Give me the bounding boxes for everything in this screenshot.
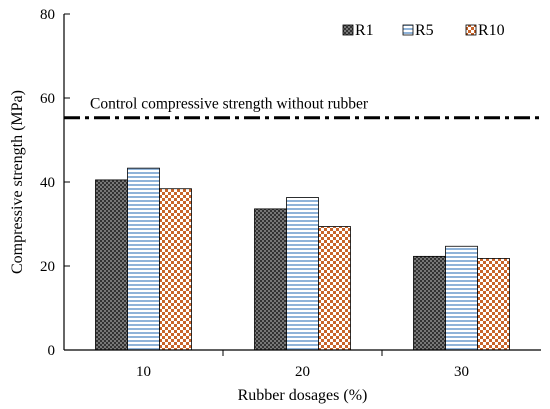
legend-swatch-r1 [342,24,354,36]
x-tick-label: 30 [454,364,469,380]
y-tick-label: 0 [48,343,56,359]
legend-label-r5: R5 [415,22,434,39]
x-ticks: 10 20 30 [136,350,469,380]
y-axis-title: Compressive strength (MPa) [9,90,26,274]
bar-r10-30 [477,258,510,351]
bar-r5-10 [127,167,160,351]
bar-r10-20 [318,226,351,351]
legend-swatch-r5 [402,24,414,36]
plot-area: Control compressive strength without rub… [40,7,541,380]
y-tick-label: 20 [40,259,55,275]
legend-label-r1: R1 [355,22,374,39]
bar-r5-30 [445,245,478,351]
y-tick-label: 60 [40,91,55,107]
bar-r10-10 [159,188,192,351]
legend: R1 R5 R10 [342,22,505,39]
reference-line-label: Control compressive strength without rub… [90,96,369,113]
reference-group: Control compressive strength without rub… [64,96,541,120]
y-tick-label: 40 [40,175,55,191]
x-tick-label: 10 [136,364,151,380]
x-axis-title: Rubber dosages (%) [238,387,368,404]
bar-r1-30 [413,255,446,351]
legend-label-r10: R10 [478,22,505,39]
bar-r1-20 [254,208,287,351]
y-tick-label: 80 [40,7,55,23]
bars-group [95,167,510,351]
y-ticks: 0 20 40 60 80 [40,7,70,359]
bar-r1-10 [95,179,128,351]
x-tick-label: 20 [295,364,310,380]
bar-r5-20 [286,197,319,351]
legend-swatch-r10 [465,24,477,36]
